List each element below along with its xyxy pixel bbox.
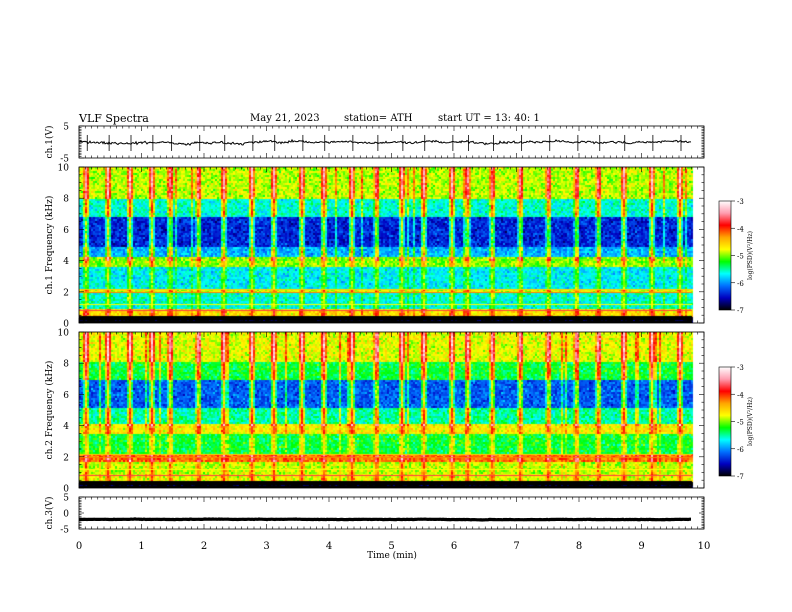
x-axis-label: Time (min) xyxy=(367,550,417,561)
x-tick-label-7: 7 xyxy=(513,541,519,552)
colorbar-tick-label-2-0: -3 xyxy=(737,364,744,372)
station-label: station= ATH xyxy=(344,113,413,124)
colorbar-tick-label-2-4: -7 xyxy=(737,473,744,481)
colorbar-tick-label-2-2: -5 xyxy=(737,419,744,427)
y-tick-label-1-8: 8 xyxy=(63,195,69,205)
spectrogram-image-ch1 xyxy=(79,167,704,323)
y-tick-label-2-10: 10 xyxy=(58,329,70,339)
y-tick-label-2-8: 8 xyxy=(63,360,69,370)
colorbar-tick-label-1-3: -6 xyxy=(737,280,744,288)
x-tick-label-0: 0 xyxy=(76,541,82,552)
date-label: May 21, 2023 xyxy=(250,113,320,124)
x-tick-label-3: 3 xyxy=(263,541,269,552)
colorbar-tick-label-2-1: -4 xyxy=(737,391,744,399)
y-tick-label-3-0: 0 xyxy=(63,510,69,520)
y-tick-label-1-2: 2 xyxy=(63,288,69,298)
x-tick-label-6: 6 xyxy=(451,541,457,552)
y-tick-label-2-0: 0 xyxy=(63,485,69,495)
x-tick-label-8: 8 xyxy=(576,541,582,552)
y-tick-label-1-4: 4 xyxy=(63,257,69,267)
colorbar-1 xyxy=(718,200,732,311)
y-tick-label-3-5: 5 xyxy=(63,494,69,504)
y-tick-label-0-5: 5 xyxy=(63,123,69,133)
y-tick-label-2-4: 4 xyxy=(63,422,69,432)
series-line-ch.1 xyxy=(78,138,692,146)
x-tick-label-2: 2 xyxy=(201,541,207,552)
y-axis-label-3: ch.3(V) xyxy=(44,497,55,530)
colorbar-label-2: log(PSD)(V²/Hz) xyxy=(747,397,754,446)
start-time-label: start UT = 13: 40: 1 xyxy=(438,113,540,124)
chart-title: VLF Spectra xyxy=(79,112,149,125)
x-tick-label-9: 9 xyxy=(638,541,644,552)
colorbar-label-1: log(PSD)(V²/Hz) xyxy=(747,231,754,280)
colorbar-tick-label-1-1: -4 xyxy=(737,225,744,233)
colorbar-tick-label-1-0: -3 xyxy=(737,198,744,206)
x-tick-label-4: 4 xyxy=(326,541,332,552)
x-tick-label-1: 1 xyxy=(138,541,144,552)
colorbar-tick-label-1-4: -7 xyxy=(737,307,744,315)
y-tick-label-1-0: 0 xyxy=(63,320,69,330)
spectrogram-image-ch2 xyxy=(79,332,704,488)
y-tick-label-1-6: 6 xyxy=(63,226,69,236)
y-axis-label-0: ch.1(V) xyxy=(44,126,55,159)
y-tick-label-2-6: 6 xyxy=(63,391,69,401)
colorbar-tick-label-1-2: -5 xyxy=(737,253,744,261)
x-tick-label-5: 5 xyxy=(388,541,394,552)
colorbar-tick-label-2-3: -6 xyxy=(737,446,744,454)
y-axis-label-1: ch.1 Frequency (kHz) xyxy=(44,196,55,295)
series-line-ch.3 xyxy=(78,517,691,522)
y-tick-label-1-10: 10 xyxy=(58,164,70,174)
y-tick-label-2-2: 2 xyxy=(63,453,69,463)
colorbar-2 xyxy=(718,366,732,477)
y-tick-label-3--5: -5 xyxy=(60,526,69,536)
y-axis-label-2: ch.2 Frequency (kHz) xyxy=(44,361,55,460)
y-tick-label-0--5: -5 xyxy=(60,155,69,165)
x-tick-label-10: 10 xyxy=(698,541,711,552)
